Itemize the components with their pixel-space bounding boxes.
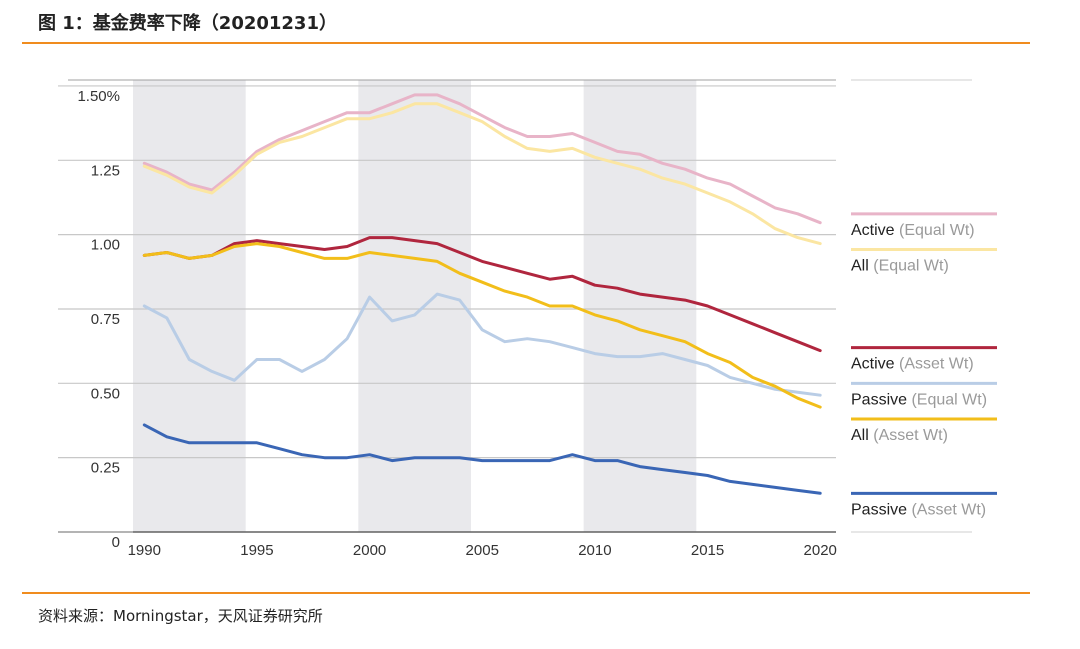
- series-line-1: [142, 102, 822, 246]
- x-tick-label: 2020: [804, 542, 837, 559]
- series-lines: [142, 93, 822, 495]
- fee-chart: 0 0.25 0.50 0.75 1.00 1.25 1.50% 1990 1995 2000 20…: [58, 79, 997, 559]
- x-tick-label: 2005: [466, 542, 499, 559]
- legend-label-5: Passive (Asset Wt): [851, 501, 986, 518]
- axes: 0 0.25 0.50 0.75 1.00 1.25 1.50% 1990 1995 2000 20…: [77, 88, 836, 559]
- series-line-4: [142, 242, 822, 409]
- legend-series-qualifier: (Asset Wt): [873, 427, 948, 444]
- legend: Active (Equal Wt)All (Equal Wt)Active (A…: [851, 79, 997, 533]
- legend-series-qualifier: (Equal Wt): [911, 391, 987, 408]
- legend-series-qualifier: (Equal Wt): [873, 258, 949, 275]
- shaded-period-2: [583, 80, 697, 532]
- x-tick-label: 2000: [353, 542, 386, 559]
- legend-series-name: All: [851, 258, 873, 275]
- series-line-3: [142, 292, 822, 397]
- legend-series-name: Passive: [851, 391, 911, 408]
- legend-series-name: Passive: [851, 501, 911, 518]
- y-tick-label: 1.25: [91, 162, 120, 179]
- y-tick-label: 0.50: [91, 385, 120, 402]
- y-tick-label: 0.25: [91, 460, 120, 477]
- top-divider: [22, 42, 1030, 44]
- legend-series-name: All: [851, 427, 873, 444]
- x-tick-label: 2010: [578, 542, 611, 559]
- x-tick-label: 1995: [240, 542, 273, 559]
- x-tick-label: 1990: [128, 542, 161, 559]
- y-tick-label: 1.00: [91, 237, 120, 254]
- figure-title: 图 1：基金费率下降（20201231）: [38, 13, 337, 34]
- y-tick-label: 1.50%: [77, 88, 120, 105]
- legend-label-2: Active (Asset Wt): [851, 356, 974, 373]
- shaded-period-0: [133, 80, 246, 532]
- legend-label-0: Active (Equal Wt): [851, 222, 975, 239]
- legend-label-1: All (Equal Wt): [851, 258, 949, 275]
- y-tick-label: 0: [112, 534, 120, 551]
- series-line-5: [142, 423, 822, 495]
- y-tick-label: 0.75: [91, 311, 120, 328]
- legend-series-name: Active: [851, 222, 899, 239]
- source-note: 资料来源：Morningstar，天风证券研究所: [38, 607, 323, 625]
- x-tick-label: 2015: [691, 542, 724, 559]
- shaded-period-1: [358, 80, 471, 532]
- series-line-2: [142, 236, 822, 353]
- legend-series-name: Active: [851, 356, 899, 373]
- legend-series-qualifier: (Asset Wt): [911, 501, 986, 518]
- bottom-divider: [22, 592, 1030, 594]
- legend-series-qualifier: (Equal Wt): [899, 222, 975, 239]
- series-line-0: [142, 93, 822, 225]
- legend-label-3: Passive (Equal Wt): [851, 391, 987, 408]
- legend-series-qualifier: (Asset Wt): [899, 356, 974, 373]
- legend-label-4: All (Asset Wt): [851, 427, 948, 444]
